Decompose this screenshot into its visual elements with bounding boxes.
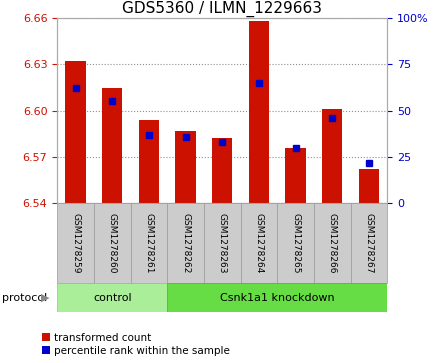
Text: Csnk1a1 knockdown: Csnk1a1 knockdown (220, 293, 334, 303)
Bar (322, 109, 342, 203)
Bar (139, 120, 159, 203)
Bar (167, 203, 204, 283)
Text: GSM1278265: GSM1278265 (291, 213, 300, 273)
Text: GSM1278259: GSM1278259 (71, 213, 80, 273)
Bar (286, 148, 306, 203)
Bar (102, 87, 122, 203)
Bar (314, 203, 351, 283)
Title: GDS5360 / ILMN_1229663: GDS5360 / ILMN_1229663 (122, 1, 322, 17)
Bar (249, 21, 269, 203)
Bar (94, 203, 131, 283)
Text: GSM1278266: GSM1278266 (328, 213, 337, 273)
Bar (176, 131, 196, 203)
Text: GSM1278260: GSM1278260 (108, 213, 117, 273)
Bar (359, 170, 379, 203)
Bar (351, 203, 387, 283)
Text: GSM1278264: GSM1278264 (254, 213, 264, 273)
Legend: transformed count, percentile rank within the sample: transformed count, percentile rank withi… (40, 330, 232, 358)
Bar (66, 61, 86, 203)
Bar (212, 139, 232, 203)
Text: control: control (93, 293, 132, 303)
Text: GSM1278263: GSM1278263 (218, 213, 227, 273)
Bar (241, 203, 277, 283)
Text: GSM1278262: GSM1278262 (181, 213, 190, 273)
Text: protocol: protocol (2, 293, 48, 303)
Bar (57, 283, 167, 312)
Bar (277, 203, 314, 283)
Bar (167, 283, 387, 312)
Text: GSM1278267: GSM1278267 (364, 213, 374, 273)
Bar (204, 203, 241, 283)
Bar (131, 203, 167, 283)
Text: ▶: ▶ (41, 293, 49, 303)
Bar (57, 203, 94, 283)
Text: GSM1278261: GSM1278261 (144, 213, 154, 273)
